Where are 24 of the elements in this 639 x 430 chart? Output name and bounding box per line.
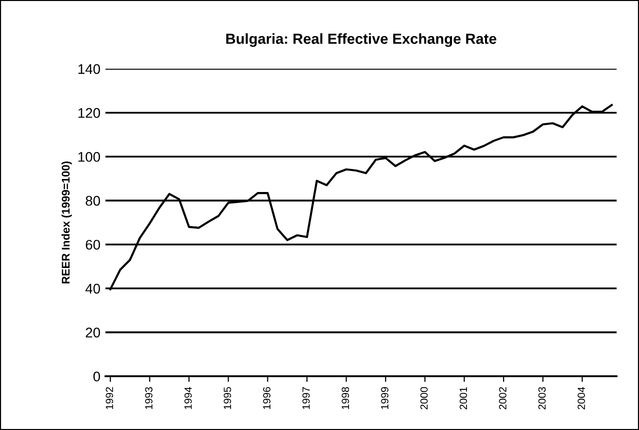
x-tick-label: 1998 [342,387,350,410]
y-tick-label: 20 [86,328,100,338]
x-tick-label: 1997 [302,387,310,410]
y-tick-label: 140 [78,64,100,74]
y-tick-label: 60 [86,240,100,250]
x-tick-label: 2000 [420,387,428,410]
x-tick-label: 2002 [499,387,506,410]
x-tick-label: 1999 [381,387,388,410]
y-tick-label: 0 [93,372,100,382]
x-tick-label: 1994 [184,386,192,410]
y-tick-label: 120 [78,108,100,118]
y-axis-title: REER Index (1999=100) [61,161,72,284]
x-tick-label: 2004 [578,386,586,410]
y-tick-label: 80 [86,196,100,206]
chart-title: Bulgaria: Real Effective Exchange Rate [226,33,496,47]
x-tick-label: 2003 [538,387,546,410]
x-tick-label: 1993 [145,387,152,410]
x-tick-label: 2001 [460,387,468,410]
y-tick-label: 100 [78,152,100,162]
y-tick-label: 40 [85,284,100,294]
line-series [109,104,613,290]
x-tick-label: 1996 [263,387,270,410]
x-tick-label: 1995 [224,387,232,410]
x-tick-label: 1992 [106,387,114,410]
